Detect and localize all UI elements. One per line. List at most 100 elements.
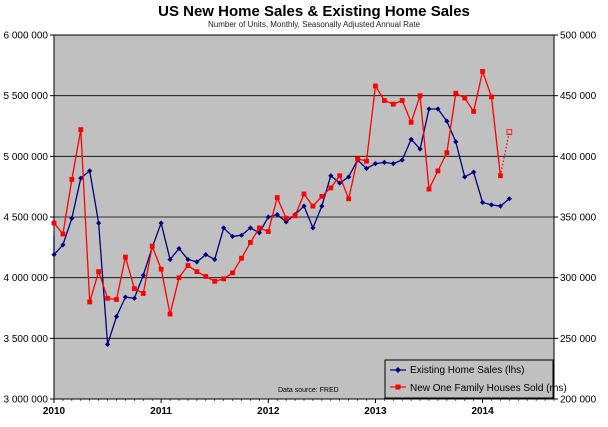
existing-home-sales-point bbox=[390, 161, 396, 167]
existing-home-sales-point bbox=[167, 256, 173, 263]
data-source-label: Data source: FRED bbox=[278, 387, 339, 394]
y-left-tick-label: 4 500 000 bbox=[4, 213, 49, 224]
new-home-sales-point bbox=[149, 243, 155, 249]
existing-home-sales-point bbox=[78, 175, 84, 181]
existing-home-sales-point bbox=[176, 245, 182, 252]
new-home-sales-point bbox=[328, 185, 334, 191]
existing-home-sales-point bbox=[238, 232, 245, 238]
series-new-home-sales bbox=[51, 69, 513, 317]
existing-home-sales-point bbox=[131, 295, 137, 301]
new-home-sales-point bbox=[417, 93, 423, 99]
existing-home-sales-point bbox=[346, 174, 352, 180]
existing-home-sales-point bbox=[247, 225, 254, 231]
existing-home-sales-point bbox=[274, 211, 280, 218]
new-home-sales-point bbox=[471, 109, 477, 114]
existing-home-sales-point bbox=[221, 225, 227, 231]
existing-home-sales-point bbox=[310, 225, 316, 231]
existing-home-sales-point bbox=[96, 220, 102, 226]
existing-home-sales-point bbox=[283, 219, 289, 225]
existing-home-sales-point bbox=[506, 196, 512, 202]
y-right-tick-label: 300 000 bbox=[560, 273, 597, 284]
existing-home-sales-point bbox=[104, 341, 111, 347]
y-right-axis: 200 000 250 000 300 000 350 000 400 000 450 0… bbox=[554, 31, 597, 406]
y-right-tick-label: 500 000 bbox=[560, 31, 597, 42]
y-left-tick-label: 3 000 000 bbox=[4, 395, 49, 406]
y-left-tick-label: 4 000 000 bbox=[4, 273, 49, 284]
new-home-sales-point bbox=[408, 119, 414, 125]
x-tick-label: 2013 bbox=[364, 406, 387, 417]
x-tick-label: 2014 bbox=[471, 406, 494, 417]
existing-home-sales-point bbox=[399, 157, 405, 163]
existing-home-sales-point bbox=[212, 256, 218, 263]
existing-home-sales-point bbox=[444, 118, 450, 124]
new-home-sales-point bbox=[51, 220, 57, 226]
existing-home-sales-point bbox=[51, 252, 57, 258]
existing-home-sales-point bbox=[122, 294, 129, 300]
new-home-sales-point bbox=[203, 274, 209, 279]
existing-home-sales-point bbox=[185, 256, 191, 263]
existing-home-sales-point bbox=[69, 215, 75, 221]
legend-marker-existing bbox=[395, 367, 401, 373]
new-home-sales-point bbox=[248, 240, 253, 245]
new-home-sales-point bbox=[364, 158, 369, 164]
y-left-tick-label: 3 500 000 bbox=[4, 334, 49, 345]
new-home-sales-point bbox=[301, 191, 307, 197]
existing-home-sales-point bbox=[229, 233, 236, 240]
new-home-sales-point bbox=[221, 276, 227, 282]
new-home-sales-point bbox=[435, 168, 441, 174]
new-home-sales-point bbox=[390, 101, 396, 107]
new-home-sales-point bbox=[212, 278, 218, 284]
new-home-sales-point bbox=[355, 156, 360, 162]
x-tick-label: 2010 bbox=[43, 406, 66, 417]
new-home-sales-point bbox=[158, 266, 164, 272]
existing-home-sales-point bbox=[319, 203, 325, 209]
existing-home-sales-point bbox=[453, 139, 459, 145]
new-home-sales-point bbox=[230, 270, 235, 276]
existing-home-sales-point bbox=[488, 202, 495, 208]
new-home-sales-point bbox=[319, 193, 325, 199]
legend-label-existing: Existing Home Sales (lhs) bbox=[410, 365, 524, 376]
new-home-sales-point bbox=[105, 295, 110, 301]
existing-home-sales-point bbox=[265, 214, 271, 220]
existing-home-sales-point bbox=[462, 174, 468, 180]
new-home-sales-point bbox=[462, 95, 468, 101]
gridlines bbox=[54, 95, 554, 339]
existing-home-sales-point bbox=[337, 180, 343, 186]
new-home-sales-point bbox=[123, 254, 128, 260]
new-home-sales-point bbox=[444, 150, 450, 156]
existing-home-sales-point bbox=[479, 199, 486, 206]
existing-home-sales-point bbox=[372, 161, 379, 167]
y-right-tick-label: 200 000 bbox=[560, 395, 597, 406]
new-home-sales-point bbox=[399, 98, 405, 103]
existing-home-sales-point bbox=[158, 220, 164, 226]
new-home-sales-point bbox=[373, 83, 378, 89]
new-home-sales-point bbox=[346, 196, 352, 202]
new-home-sales-point bbox=[131, 286, 137, 291]
new-home-sales-point bbox=[96, 269, 102, 274]
existing-home-sales-point bbox=[435, 106, 441, 112]
new-home-sales-point bbox=[256, 225, 262, 231]
x-axis: 2010 2011 2012 2013 2014 bbox=[43, 399, 555, 417]
existing-home-sales-point bbox=[471, 169, 477, 175]
existing-home-sales-point bbox=[113, 313, 120, 320]
y-left-tick-label: 6 000 000 bbox=[4, 31, 49, 42]
new-home-sales-point bbox=[167, 311, 173, 317]
existing-home-sales-point bbox=[408, 136, 414, 142]
new-home-sales-projection-point bbox=[506, 129, 513, 135]
new-home-sales-point bbox=[140, 291, 146, 296]
existing-home-sales-point bbox=[417, 146, 423, 152]
x-tick-label: 2012 bbox=[257, 406, 280, 417]
existing-home-sales-point bbox=[194, 259, 200, 265]
new-home-sales-point bbox=[453, 90, 459, 96]
new-home-sales-point bbox=[69, 176, 75, 182]
new-home-sales-point bbox=[114, 297, 119, 302]
chart-subtitle: Number of Units, Monthly, Seasonally Adj… bbox=[208, 20, 421, 29]
new-home-sales-point bbox=[194, 269, 200, 274]
series-existing-home-sales bbox=[51, 106, 512, 347]
new-home-sales-point bbox=[239, 255, 244, 261]
existing-home-sales-point bbox=[426, 106, 432, 112]
y-left-tick-label: 5 500 000 bbox=[4, 91, 49, 102]
new-home-sales-projection-line bbox=[499, 131, 510, 176]
chart-title: US New Home Sales & Existing Home Sales bbox=[158, 3, 470, 20]
